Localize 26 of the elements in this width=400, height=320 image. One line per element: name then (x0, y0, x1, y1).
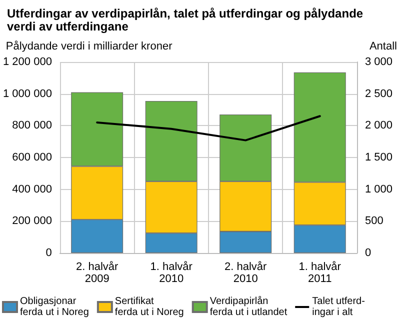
y2-tick-label: 0 (365, 247, 372, 259)
x-tick-label: 2. halvår 2010 (224, 261, 268, 285)
legend-label: Verdipapirlån ferda ut i utlandet (210, 295, 288, 318)
y-tick-label: 200 000 (12, 215, 52, 228)
y2-axis-title: Antall (369, 40, 397, 52)
y2-tick-label: 1 500 (365, 152, 393, 164)
x-tick-label: 2. halvår 2009 (76, 261, 118, 285)
y-tick-label: 1 200 000 (3, 56, 52, 68)
y-axis-title: Pålydande verdi i milliarder kroner (6, 40, 173, 52)
y-tick-label: 800 000 (12, 120, 52, 132)
y-tick-label: 600 000 (12, 152, 52, 164)
y-tick-label: 0 (46, 247, 52, 259)
chart-title: Utferdingar av verdipapirlån, talet på utferdingar og pålydande verdi av utferdingane (7, 6, 366, 34)
y2-tick-label: 2 000 (365, 120, 393, 132)
legend-label: Sertifikat ferda ut i Noreg (114, 296, 184, 318)
x-tick-label: 1. halvår 2011 (298, 261, 342, 285)
y2-tick-label: 3 000 (365, 56, 393, 68)
y2-tick-label: 1 000 (365, 183, 393, 196)
legend-label: Obligasjonar ferda ut i Noreg (20, 296, 89, 318)
x-tick-label: 1. halvår 2010 (150, 261, 193, 285)
line-series (96, 115, 321, 142)
y-tick-label: 1 000 000 (3, 88, 52, 100)
y2-tick-label: 2 500 (365, 88, 393, 100)
y2-tick-label: 500 (365, 215, 384, 228)
y-tick-label: 400 000 (12, 183, 52, 196)
legend-label: Talet utferd- ingar i alt (312, 296, 365, 318)
